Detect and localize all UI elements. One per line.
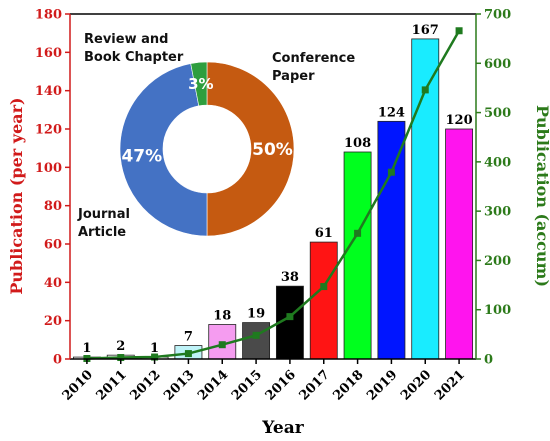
y-tick-label: 40 <box>44 276 62 291</box>
x-axis-title: Year <box>261 418 304 438</box>
bar-series <box>72 38 474 360</box>
bar-data-label-2020: 167 <box>412 23 439 38</box>
donut-label-conference-line-2: Paper <box>272 69 315 84</box>
bar-data-label-2016: 38 <box>281 270 299 285</box>
x-tick-label-2011: 2011 <box>94 367 130 403</box>
bar-data-label-2015: 19 <box>247 307 265 322</box>
y-tick-label: 160 <box>35 46 62 61</box>
x-tick-label-2021: 2021 <box>432 367 468 403</box>
bar-data-label-2021: 120 <box>446 113 473 128</box>
x-tick-label-2014: 2014 <box>195 367 231 403</box>
donut-slice-conference <box>206 61 295 237</box>
y2-tick-label: 200 <box>484 254 511 269</box>
donut-chart: 50% 47% 3% Review and Book Chapter Conference… <box>77 32 355 240</box>
x-tick-label-2019: 2019 <box>364 367 400 403</box>
x-tick-label-2010: 2010 <box>60 367 96 403</box>
cumulative-point-2014 <box>218 341 226 349</box>
cumulative-point-2015 <box>252 331 260 339</box>
donut-percent-review: 3% <box>188 75 213 93</box>
bar-data-label-2017: 61 <box>315 226 333 241</box>
donut-label-review-line-1: Review and <box>84 32 168 47</box>
cumulative-point-2011 <box>117 354 125 362</box>
cumulative-point-2013 <box>184 350 192 358</box>
bar-data-label-2019: 124 <box>378 105 405 120</box>
y2-tick-label: 0 <box>484 353 493 368</box>
bar-2015 <box>242 322 271 360</box>
donut-label-conference-line-1: Conference <box>272 51 355 66</box>
x-tick-label-2016: 2016 <box>263 367 299 403</box>
bar-2017 <box>309 241 338 360</box>
cumulative-point-2021 <box>455 27 463 35</box>
y2-tick-label: 100 <box>484 303 511 318</box>
bar-data-label-2012: 1 <box>150 341 159 356</box>
cumulative-point-2012 <box>151 353 159 361</box>
y-tick-label: 140 <box>35 84 62 99</box>
bar-data-label-2013: 7 <box>184 330 193 345</box>
y2-tick-label: 600 <box>484 57 511 72</box>
bar-2019 <box>377 120 406 360</box>
bar-data-label-2014: 18 <box>213 309 231 324</box>
x-tick-label-2012: 2012 <box>127 367 163 403</box>
x-tick-label-2020: 2020 <box>398 367 434 403</box>
y2-tick-label: 400 <box>484 155 511 170</box>
donut-label-journal-line-1: Journal <box>77 207 130 222</box>
y-tick-label: 180 <box>35 8 62 23</box>
y2-tick-label: 300 <box>484 205 511 220</box>
donut-percent-journal: 47% <box>121 146 162 166</box>
cumulative-point-2018 <box>354 229 362 237</box>
donut-label-review-line-2: Book Chapter <box>84 50 184 65</box>
y2-axis-title: Publication (accum) <box>533 105 550 287</box>
cumulative-point-2017 <box>320 283 328 291</box>
bar-2018 <box>343 151 372 360</box>
cumulative-line <box>86 30 461 360</box>
cumulative-point-2019 <box>387 168 395 176</box>
donut-percent-conference: 50% <box>252 140 293 160</box>
y-tick-label: 20 <box>44 314 62 329</box>
cumulative-point-2020 <box>421 86 429 94</box>
x-tick-label-2013: 2013 <box>161 367 197 403</box>
donut-slice-journal <box>119 63 208 237</box>
y-tick-label: 60 <box>44 238 62 253</box>
y2-tick-label: 700 <box>484 8 511 23</box>
y2-tick-label: 500 <box>484 106 511 121</box>
bar-data-label-2018: 108 <box>344 136 371 151</box>
y-tick-label: 120 <box>35 123 62 138</box>
bar-data-label-2010: 1 <box>82 341 91 356</box>
cumulative-point-2016 <box>286 313 294 321</box>
y-tick-label: 80 <box>44 199 62 214</box>
y-axis-title: Publication (per year) <box>7 97 26 294</box>
x-tick-label-2015: 2015 <box>229 367 265 403</box>
y-tick-label: 0 <box>53 353 62 368</box>
bar-data-label-2011: 2 <box>116 339 125 354</box>
bar-2021 <box>445 128 474 360</box>
y-tick-label: 100 <box>35 161 62 176</box>
bar-2016 <box>275 285 304 360</box>
x-tick-label-2017: 2017 <box>297 367 333 403</box>
donut-slice-review <box>190 61 208 107</box>
x-tick-label-2018: 2018 <box>330 367 366 403</box>
donut-label-journal-line-2: Article <box>78 225 126 240</box>
cumulative-line-series <box>83 27 463 363</box>
